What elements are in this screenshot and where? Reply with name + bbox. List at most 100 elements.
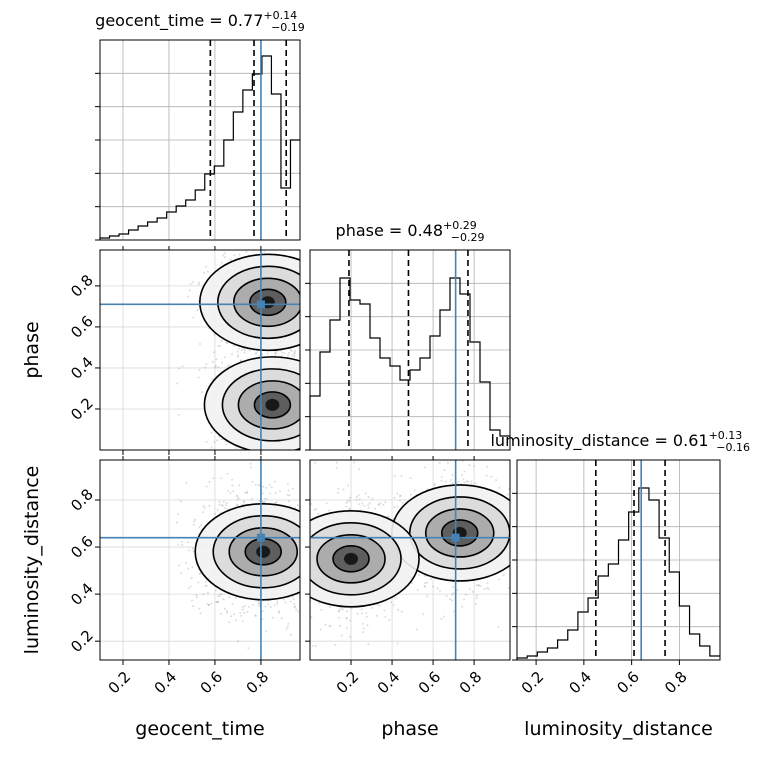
sample-point: [318, 502, 320, 504]
contour-3: [253, 391, 292, 419]
sample-point: [325, 502, 328, 505]
sample-point: [429, 578, 432, 581]
sample-point: [345, 501, 348, 504]
sample-point: [325, 247, 327, 249]
sample-point: [360, 608, 363, 611]
histogram-phase: phase = 0.48+0.29 −0.29: [305, 219, 511, 451]
sample-point: [301, 501, 303, 503]
sample-point: [310, 422, 312, 424]
sample-point: [318, 419, 320, 421]
sample-point: [291, 595, 294, 598]
sample-point: [258, 604, 261, 607]
sample-point: [241, 232, 243, 234]
sample-point: [293, 349, 296, 352]
xtick-label-2: 0.6: [415, 668, 445, 698]
sample-point: [199, 343, 201, 345]
sample-point: [321, 405, 323, 407]
sample-point: [397, 608, 400, 611]
sample-point: [293, 506, 296, 509]
sample-point: [337, 487, 340, 490]
sample-point: [278, 227, 280, 229]
ytick-label-3: 0.8: [67, 271, 97, 301]
sample-point: [305, 366, 307, 368]
sample-point: [301, 594, 303, 596]
xtick-label-0: 0.2: [333, 668, 363, 698]
sample-point: [475, 584, 478, 587]
sample-point: [301, 285, 303, 287]
sample-point: [278, 610, 281, 613]
sample-point: [305, 426, 307, 428]
density-level-4: [256, 545, 271, 558]
contour-0: [199, 253, 300, 352]
sample-point: [301, 548, 303, 550]
sample-point: [331, 297, 333, 299]
sample-point: [207, 604, 210, 607]
sample-point: [273, 604, 276, 607]
histogram-luminosity_distance: luminosity_distance = 0.61+0.13 −0.16: [490, 429, 750, 661]
sample-point: [198, 281, 200, 284]
sample-point: [529, 464, 531, 466]
sample-point: [228, 621, 231, 624]
sample-point: [302, 494, 304, 496]
sample-point: [180, 572, 183, 575]
sample-point: [384, 501, 387, 504]
sample-point: [202, 505, 205, 507]
sample-point: [383, 609, 386, 612]
sample-point: [263, 500, 266, 503]
sample-point: [376, 603, 379, 606]
sample-point: [186, 295, 189, 298]
sample-point: [353, 461, 356, 464]
sample-point: [197, 376, 200, 379]
sample-point: [274, 492, 277, 494]
sample-point: [301, 532, 303, 534]
sample-point: [177, 513, 180, 516]
sample-point: [311, 426, 313, 428]
sample-point: [393, 496, 396, 499]
sample-point: [452, 586, 455, 589]
sample-point: [438, 461, 441, 464]
sample-point: [307, 313, 309, 315]
sample-point: [265, 486, 267, 489]
contour-1: [212, 514, 300, 589]
sample-point: [465, 480, 468, 483]
sample-point: [199, 612, 202, 615]
sample-point: [301, 312, 303, 314]
ytick-label-0: 0.2: [67, 626, 97, 656]
sample-point: [304, 271, 306, 273]
sample-point: [312, 347, 314, 349]
sample-point: [498, 578, 501, 581]
sample-point: [318, 296, 320, 298]
sample-point: [332, 399, 334, 401]
sample-point: [226, 610, 229, 613]
sample-point: [301, 548, 303, 550]
sample-point: [436, 587, 439, 590]
sample-point: [252, 454, 254, 456]
sample-point: [224, 445, 226, 447]
sample-point: [217, 601, 220, 604]
sample-point: [349, 619, 352, 622]
sample-point: [237, 497, 240, 500]
sample-point: [307, 508, 309, 510]
sample-point: [364, 492, 367, 495]
sample-point: [302, 394, 304, 396]
sample-point: [261, 492, 264, 495]
sample-point: [461, 605, 464, 608]
contour-2: [424, 508, 495, 558]
sample-point: [214, 366, 217, 368]
panel-plot-area: [301, 457, 531, 660]
sample-point: [326, 384, 328, 386]
sample-point: [243, 501, 246, 504]
sample-point: [261, 610, 264, 613]
sample-point: [301, 359, 303, 361]
contour-3: [440, 519, 479, 547]
sample-point: [239, 247, 241, 249]
sample-point: [424, 457, 426, 459]
title-geocent_time: geocent_time = 0.77+0.14 −0.19: [95, 9, 305, 34]
sample-point: [290, 350, 293, 352]
sample-point: [308, 329, 310, 331]
sample-point: [401, 501, 404, 504]
sample-point: [210, 431, 213, 434]
sample-point: [307, 536, 309, 538]
sample-point: [220, 438, 223, 441]
sample-point: [511, 510, 513, 512]
